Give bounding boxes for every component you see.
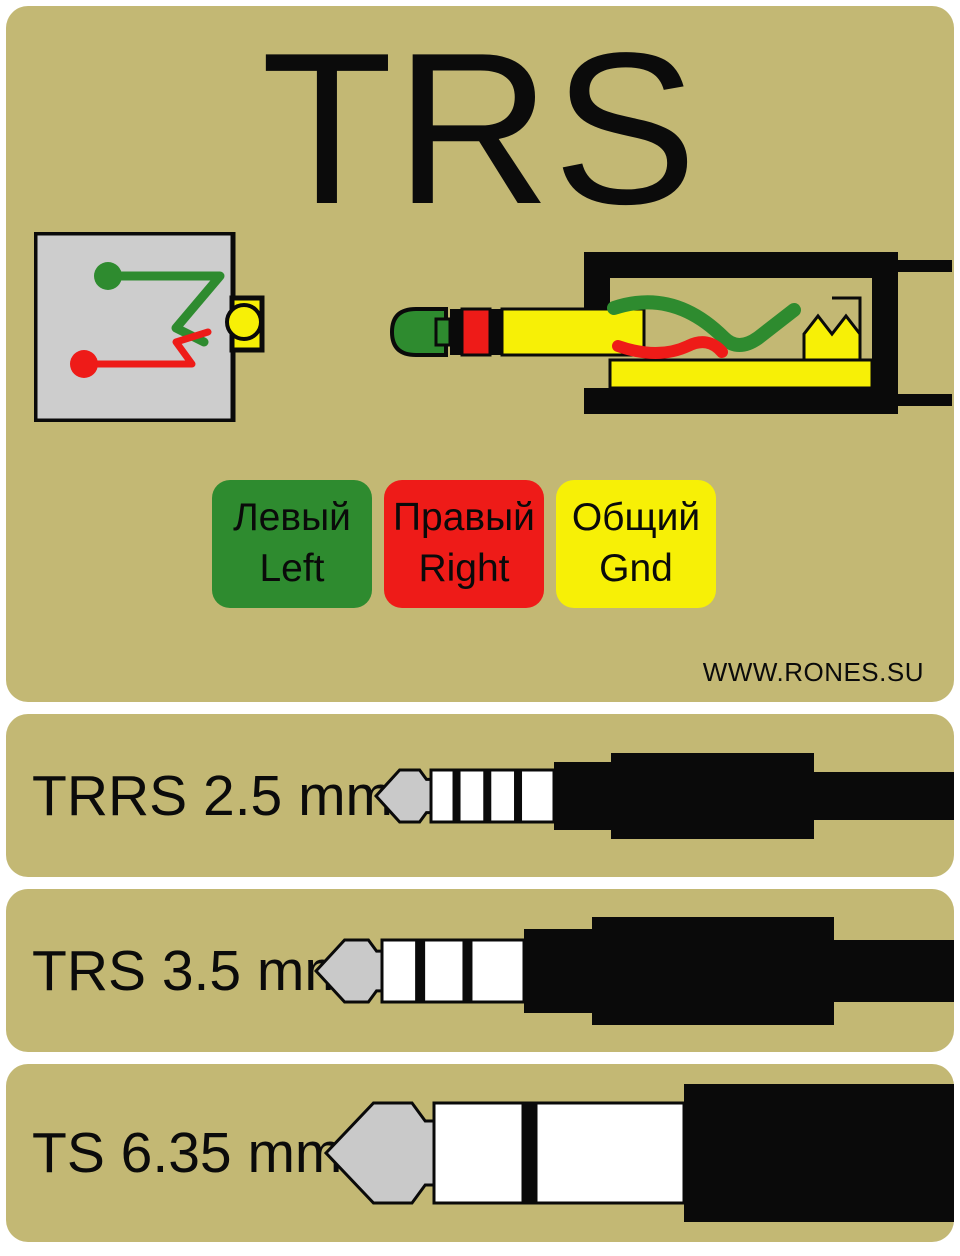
source-url: WWW.RONES.SU (703, 657, 924, 688)
connector-label: TRS 3.5 mm (32, 938, 352, 1004)
connector-plug-icon (374, 714, 954, 877)
connector-plug-icon (314, 889, 954, 1052)
legend-label-ru: Общий (572, 493, 700, 544)
legend-label-en: Left (259, 544, 324, 595)
connector-plug-icon (324, 1064, 954, 1242)
legend-item: ЛевыйLeft (212, 480, 372, 608)
connector-row-ts635: TS 6.35 mm (6, 1064, 954, 1242)
connector-row-trrs25: TRRS 2.5 mm (6, 714, 954, 877)
main-panel: TRS ЛевыйLeftПравыйRightОбщийGnd WWW.RON… (6, 6, 954, 702)
legend-label-ru: Левый (233, 493, 351, 544)
connector-label: TS 6.35 mm (32, 1120, 342, 1186)
legend-label-en: Gnd (599, 544, 673, 595)
legend-label-en: Right (418, 544, 509, 595)
legend-item: ПравыйRight (384, 480, 544, 608)
jack-crosssection (384, 238, 952, 416)
connector-row-trs35: TRS 3.5 mm (6, 889, 954, 1052)
color-legend: ЛевыйLeftПравыйRightОбщийGnd (212, 480, 716, 608)
schematic-diagram (34, 232, 266, 422)
connector-label: TRRS 2.5 mm (32, 763, 393, 829)
legend-label-ru: Правый (393, 493, 535, 544)
legend-item: ОбщийGnd (556, 480, 716, 608)
page-title: TRS (6, 4, 954, 253)
